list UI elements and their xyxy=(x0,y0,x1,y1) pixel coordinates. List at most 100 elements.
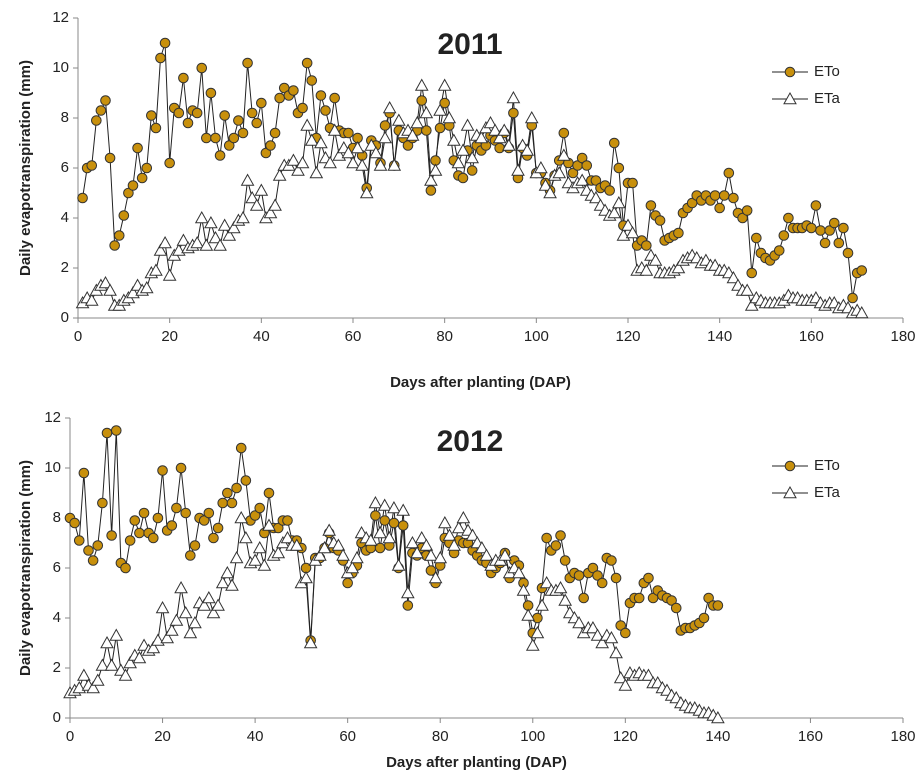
triangle-marker xyxy=(387,158,402,171)
triangle-marker xyxy=(363,533,378,546)
circle-marker xyxy=(228,132,240,144)
circle-marker xyxy=(838,222,849,234)
circle-marker xyxy=(282,515,293,526)
triangle-marker xyxy=(456,143,470,156)
y-tick-label: 4 xyxy=(53,609,61,626)
triangle-marker xyxy=(460,118,475,131)
triangle-marker xyxy=(160,630,175,644)
triangle-marker xyxy=(178,605,193,619)
circle-marker xyxy=(581,160,593,171)
circle-marker xyxy=(590,175,602,186)
circle-marker xyxy=(246,107,258,119)
triangle-marker xyxy=(252,540,267,554)
triangle-marker xyxy=(575,173,590,186)
circle-marker xyxy=(329,92,340,104)
triangle-marker xyxy=(511,163,525,176)
y-tick-label: 8 xyxy=(53,509,61,526)
triangle-marker xyxy=(442,528,457,541)
circle-marker xyxy=(578,592,589,604)
circle-marker xyxy=(178,72,189,84)
circle-marker xyxy=(223,140,235,151)
x-tick-label: 180 xyxy=(890,728,915,745)
x-tick-label: 100 xyxy=(524,328,549,345)
triangle-marker xyxy=(373,158,388,171)
triangle-marker xyxy=(607,205,622,219)
circle-marker xyxy=(233,115,244,126)
triangle-marker xyxy=(538,178,553,191)
triangle-marker xyxy=(225,578,239,591)
circle-marker xyxy=(182,117,194,129)
circle-marker xyxy=(824,225,835,236)
triangle-marker xyxy=(286,153,301,166)
x-axis-label: Days after planting (DAP) xyxy=(390,374,571,391)
circle-marker xyxy=(806,222,817,234)
circle-marker xyxy=(643,572,654,584)
y-axis-label: Daily evapotranspiration (mm) xyxy=(17,460,34,676)
circle-marker xyxy=(645,200,657,211)
triangle-marker xyxy=(589,190,603,204)
circle-marker xyxy=(173,107,185,119)
circle-marker xyxy=(274,92,285,104)
triangle-marker xyxy=(726,270,741,284)
circle-marker xyxy=(95,105,107,116)
circle-marker xyxy=(421,125,432,136)
triangle-marker xyxy=(215,575,230,589)
triangle-marker xyxy=(740,283,755,296)
circle-marker xyxy=(416,95,428,106)
triangle-marker xyxy=(520,143,535,156)
circle-marker xyxy=(592,570,603,581)
circle-marker xyxy=(120,562,131,574)
y-tick-label: 2 xyxy=(53,659,61,676)
y-tick-label: 12 xyxy=(52,9,69,26)
triangle-marker xyxy=(240,173,255,186)
triangle-marker xyxy=(299,570,313,584)
triangle-marker xyxy=(132,650,147,664)
triangle-marker xyxy=(391,113,406,126)
circle-marker xyxy=(673,227,684,239)
circle-marker xyxy=(712,600,724,611)
circle-marker xyxy=(343,127,354,139)
circle-marker xyxy=(164,157,175,169)
circle-marker xyxy=(265,140,276,151)
x-tick-label: 100 xyxy=(520,728,545,745)
triangle-marker xyxy=(539,575,554,589)
triangle-marker xyxy=(524,110,539,124)
triangle-marker xyxy=(300,118,315,131)
triangle-marker xyxy=(854,305,869,319)
circle-marker xyxy=(166,520,178,531)
triangle-marker xyxy=(222,228,237,241)
circle-marker xyxy=(83,545,94,556)
triangle-marker xyxy=(501,138,516,151)
circle-marker xyxy=(842,247,854,259)
circle-marker xyxy=(136,172,148,184)
circle-marker xyxy=(784,66,796,78)
triangle-marker xyxy=(206,605,221,619)
triangle-marker xyxy=(648,253,663,266)
circle-marker xyxy=(260,147,272,159)
triangle-marker xyxy=(414,530,429,544)
circle-marker xyxy=(301,57,313,69)
triangle-marker xyxy=(254,183,269,196)
triangle-marker xyxy=(183,625,198,639)
circle-marker xyxy=(152,512,164,524)
circle-marker xyxy=(134,527,145,539)
triangle-marker xyxy=(217,218,232,231)
circle-marker xyxy=(541,532,552,544)
x-tick-label: 60 xyxy=(345,328,362,345)
x-tick-label: 140 xyxy=(705,728,730,745)
triangle-marker xyxy=(162,268,177,281)
circle-marker xyxy=(242,57,253,69)
circle-marker xyxy=(810,200,822,211)
y-tick-label: 10 xyxy=(52,59,69,76)
triangle-marker xyxy=(364,138,379,151)
triangle-marker xyxy=(558,593,573,606)
circle-marker xyxy=(118,210,130,221)
circle-marker xyxy=(815,225,826,236)
triangle-marker xyxy=(446,133,461,146)
circle-marker xyxy=(402,600,414,611)
circle-marker xyxy=(550,540,562,551)
circle-marker xyxy=(263,487,275,499)
triangle-marker xyxy=(442,110,457,124)
circle-marker xyxy=(559,555,571,566)
circle-marker xyxy=(532,612,543,624)
